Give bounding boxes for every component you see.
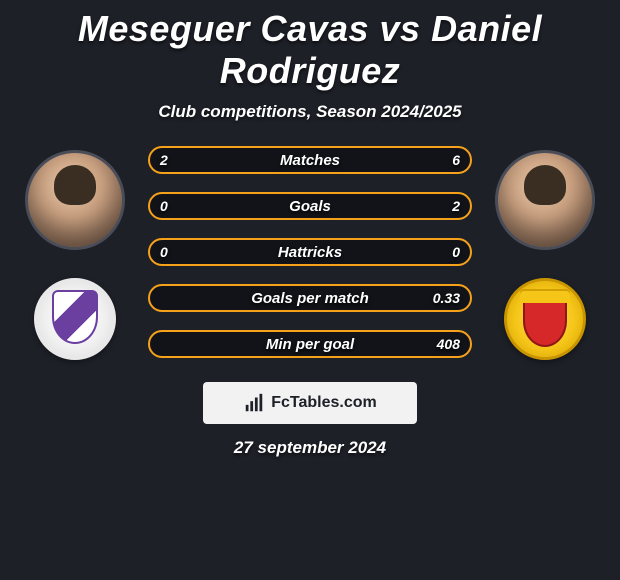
right-player-avatar — [495, 150, 595, 250]
stat-bar: Min per goal 408 — [148, 330, 472, 358]
stat-label: Matches — [280, 152, 340, 169]
comparison-card: Meseguer Cavas vs Daniel Rodriguez Club … — [0, 0, 620, 458]
stat-right-value: 408 — [437, 336, 460, 352]
stat-left-value: 0 — [160, 244, 168, 260]
main-row: 2 Matches 6 0 Goals 2 0 Hattricks 0 Goals per mat… — [0, 146, 620, 360]
stat-right-value: 0.33 — [433, 290, 460, 306]
date-label: 27 september 2024 — [0, 438, 620, 458]
stat-label: Hattricks — [278, 244, 342, 261]
stat-label: Min per goal — [266, 336, 354, 353]
left-club-crest — [34, 278, 116, 360]
chart-icon — [243, 392, 265, 414]
stat-right-value: 6 — [452, 152, 460, 168]
right-player-column — [490, 146, 600, 360]
stat-label: Goals per match — [251, 290, 369, 307]
stat-right-value: 2 — [452, 198, 460, 214]
stat-right-value: 0 — [452, 244, 460, 260]
page-title: Meseguer Cavas vs Daniel Rodriguez — [0, 8, 620, 92]
stat-bar: 0 Goals 2 — [148, 192, 472, 220]
stats-bars: 2 Matches 6 0 Goals 2 0 Hattricks 0 Goals per mat… — [130, 146, 490, 358]
right-club-crest — [504, 278, 586, 360]
stat-left-value: 2 — [160, 152, 168, 168]
left-player-column — [20, 146, 130, 360]
stat-label: Goals — [289, 198, 331, 215]
left-player-avatar — [25, 150, 125, 250]
stat-bar: 0 Hattricks 0 — [148, 238, 472, 266]
subtitle: Club competitions, Season 2024/2025 — [0, 102, 620, 122]
brand-badge: FcTables.com — [203, 382, 417, 424]
stat-bar: Goals per match 0.33 — [148, 284, 472, 312]
brand-text: FcTables.com — [271, 394, 377, 412]
stat-bar: 2 Matches 6 — [148, 146, 472, 174]
stat-left-value: 0 — [160, 198, 168, 214]
